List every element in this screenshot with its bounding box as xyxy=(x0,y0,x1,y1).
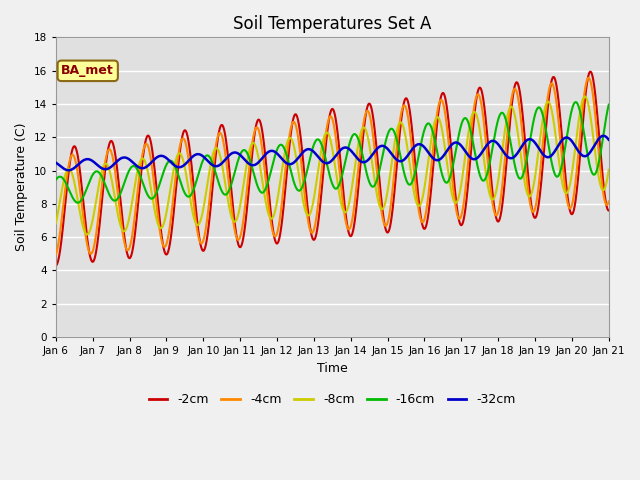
Title: Soil Temperatures Set A: Soil Temperatures Set A xyxy=(233,15,431,33)
Legend: -2cm, -4cm, -8cm, -16cm, -32cm: -2cm, -4cm, -8cm, -16cm, -32cm xyxy=(144,388,521,411)
Text: BA_met: BA_met xyxy=(61,64,114,77)
X-axis label: Time: Time xyxy=(317,362,348,375)
Y-axis label: Soil Temperature (C): Soil Temperature (C) xyxy=(15,123,28,252)
